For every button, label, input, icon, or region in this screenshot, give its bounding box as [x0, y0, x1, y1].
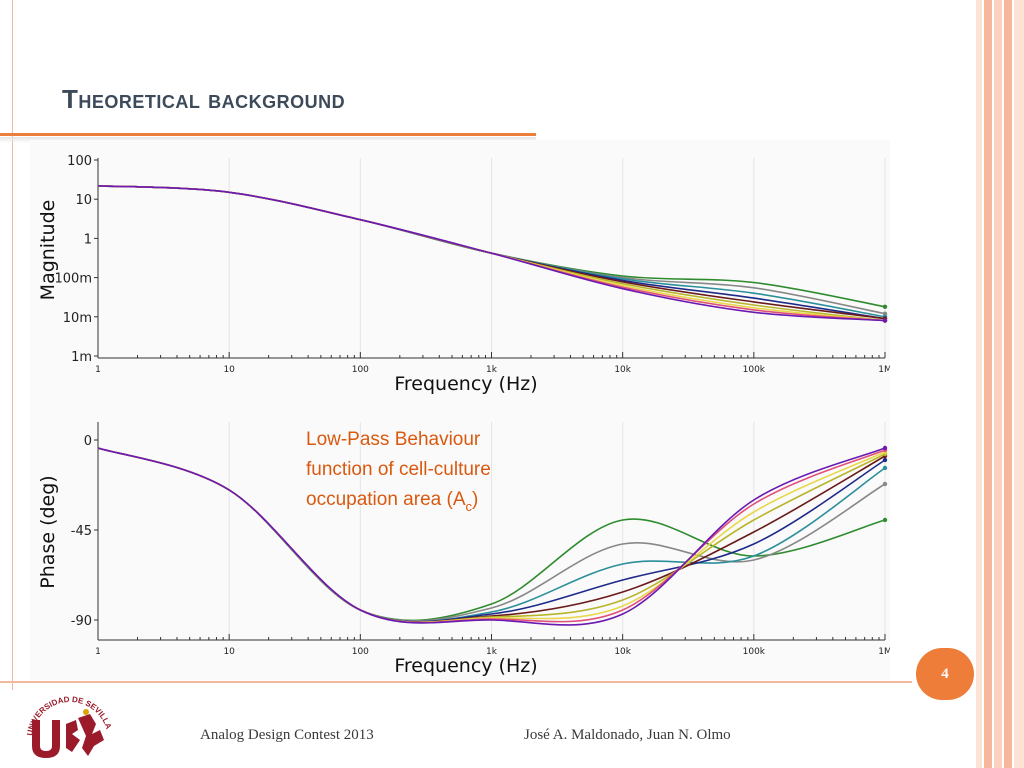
- x-tick-label: 1M: [878, 647, 890, 657]
- x-tick-label: 100: [352, 365, 369, 375]
- magnitude-x-label: Frequency (Hz): [394, 373, 537, 395]
- phase-x-label: Frequency (Hz): [394, 655, 537, 677]
- right-decorative-stripes: [976, 0, 1024, 768]
- y-tick-label: 10m: [63, 311, 92, 326]
- annotation-line-3: occupation area (A: [306, 489, 466, 510]
- magnitude-chart: 1 10 100 1k 10k 100k 1M 100 10 1 100m 10m 1m Magnitu…: [37, 154, 890, 395]
- series-end-point: [882, 517, 888, 523]
- annotation-line-1: Low-Pass Behaviour: [306, 429, 481, 450]
- x-tick-label: 100k: [743, 365, 766, 375]
- y-tick-label: -90: [71, 614, 92, 629]
- y-tick-label: 100: [67, 154, 92, 169]
- y-tick-label: 0: [84, 434, 92, 449]
- series-line: [97, 185, 886, 322]
- magnitude-y-label: Magnitude: [37, 200, 59, 301]
- series-end-point: [882, 465, 888, 471]
- page-number-badge: 4: [916, 648, 974, 700]
- annotation-close-paren: ): [472, 489, 478, 510]
- y-tick-label: 1m: [71, 350, 92, 365]
- x-tick-label: 10k: [614, 365, 631, 375]
- phase-annotation: Low-Pass Behaviour function of cell-cult…: [306, 429, 496, 514]
- figure-background: [30, 140, 890, 680]
- x-tick-label: 10k: [614, 647, 631, 657]
- series-end-point: [882, 457, 888, 463]
- x-tick-label: 100: [352, 647, 369, 657]
- series-end-point: [882, 445, 888, 451]
- x-tick-label: 1k: [486, 365, 498, 375]
- x-tick-label: 1: [95, 365, 101, 375]
- y-tick-label: 100m: [55, 272, 92, 287]
- phase-chart: 1 10 100 1k 10k 100k 1M 0 -45 -90 Phase (deg) Fre…: [37, 422, 890, 677]
- series-line: [97, 447, 886, 626]
- x-tick-label: 10: [223, 365, 235, 375]
- y-tick-label: 10: [75, 193, 92, 208]
- y-tick-label: -45: [71, 524, 92, 539]
- series-end-point: [882, 311, 888, 316]
- slide-title: Theoretical background: [62, 84, 346, 114]
- x-tick-label: 100k: [743, 647, 766, 657]
- annotation-subscript: c: [466, 499, 473, 514]
- footer-event: Analog Design Contest 2013: [200, 727, 374, 743]
- title-underline: [0, 133, 536, 136]
- left-accent-line: [12, 0, 13, 690]
- series-end-point: [882, 304, 888, 309]
- universidad-de-sevilla-seal-icon: UNIVERSIDAD DE SEVILLA: [25, 695, 113, 758]
- x-tick-label: 1k: [486, 647, 498, 657]
- x-tick-label: 1M: [878, 365, 890, 375]
- footer-rule: [0, 681, 912, 683]
- series-end-point: [882, 318, 888, 323]
- annotation-line-2: function of cell-culture: [306, 459, 491, 480]
- x-tick-label: 10: [223, 647, 235, 657]
- x-tick-label: 1: [95, 647, 101, 657]
- phase-y-label: Phase (deg): [37, 475, 59, 588]
- series-end-point: [882, 481, 888, 487]
- footer-authors: José A. Maldonado, Juan N. Olmo: [524, 727, 731, 743]
- y-tick-label: 1: [84, 232, 92, 247]
